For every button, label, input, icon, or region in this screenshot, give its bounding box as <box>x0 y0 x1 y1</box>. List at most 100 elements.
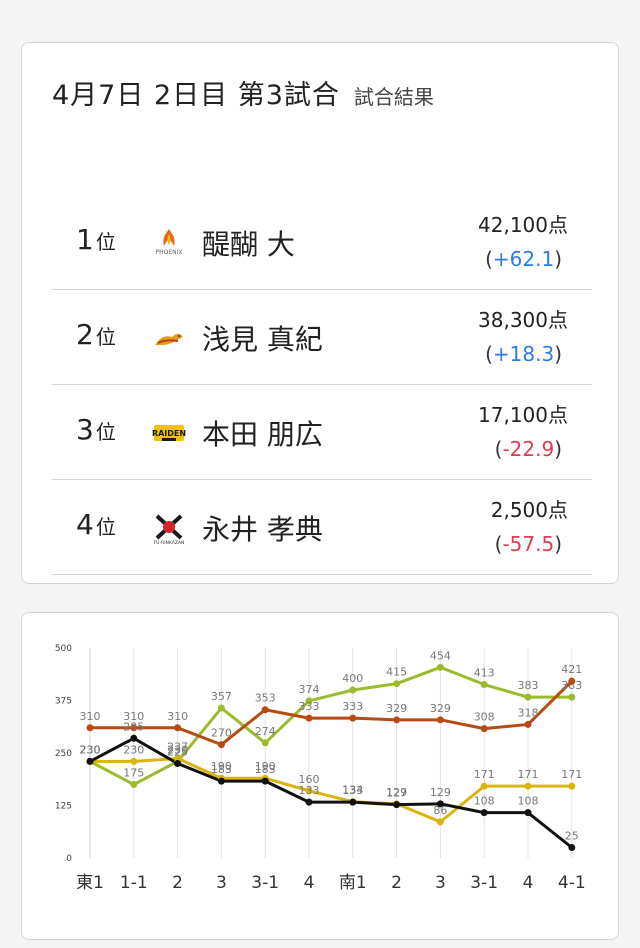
data-label: 415 <box>386 666 407 679</box>
data-point <box>393 801 401 809</box>
score-value: (+18.3) <box>485 342 562 366</box>
data-label: 133 <box>299 784 320 797</box>
x-tick-label: 2 <box>391 873 402 893</box>
data-point <box>130 757 138 765</box>
score-value: (-57.5) <box>494 532 562 556</box>
data-point <box>217 704 225 712</box>
series-line <box>89 736 573 849</box>
data-point <box>436 818 444 826</box>
series-line <box>90 680 573 747</box>
x-tick-label: 3 <box>435 873 446 893</box>
data-point <box>393 680 401 688</box>
data-point <box>436 800 444 808</box>
y-tick-label: 125 <box>55 802 72 812</box>
data-label: 274 <box>255 725 276 738</box>
match-title-text: 4月7日 2日目 第3試合 <box>52 80 340 111</box>
data-point <box>174 724 182 732</box>
x-tick-label: 4 <box>523 873 534 893</box>
x-tick-label: 4-1 <box>558 873 586 893</box>
data-label: 383 <box>561 679 582 692</box>
data-point <box>393 716 401 724</box>
data-point <box>436 663 444 671</box>
x-tick-label: 4 <box>304 873 315 893</box>
data-point <box>261 706 269 714</box>
final-points: 42,100点 <box>478 213 568 237</box>
x-tick-label: 2 <box>172 873 183 893</box>
data-label: 329 <box>430 702 451 715</box>
data-label: 333 <box>299 700 320 713</box>
data-label: 171 <box>474 768 495 781</box>
player-name: 永井 孝典 <box>202 513 323 546</box>
data-point <box>568 693 576 701</box>
svg-text:PHOENIX: PHOENIX <box>155 249 182 256</box>
data-point <box>305 714 313 722</box>
data-point <box>217 777 225 785</box>
data-label: 133 <box>342 784 363 797</box>
data-label: 190 <box>211 760 232 773</box>
data-label: 171 <box>561 768 582 781</box>
data-point <box>305 697 313 705</box>
y-tick-label: 0 <box>66 854 72 864</box>
data-label: 285 <box>123 720 144 733</box>
data-label: 237 <box>167 740 188 753</box>
y-tick-label: 500 <box>55 644 72 654</box>
data-label: 190 <box>255 760 276 773</box>
data-point <box>130 724 138 732</box>
data-point <box>349 798 357 806</box>
data-point <box>86 757 94 765</box>
x-tick-label: 3 <box>216 873 227 893</box>
data-label: 230 <box>80 743 101 756</box>
data-label: 421 <box>561 663 582 676</box>
data-label: 374 <box>299 683 320 696</box>
data-label: 127 <box>386 787 407 800</box>
data-point <box>130 781 138 788</box>
player-name: 醍醐 大 <box>202 228 295 261</box>
data-point <box>568 844 576 851</box>
data-point <box>174 754 182 762</box>
data-label: 171 <box>518 768 539 781</box>
x-tick-label: 3-1 <box>251 873 279 893</box>
raiden-logo-icon: RAIDEN <box>152 425 186 441</box>
x-tick-label: 1-1 <box>120 873 148 893</box>
data-label: 230 <box>80 743 101 756</box>
data-point <box>305 798 313 806</box>
data-label: 310 <box>123 710 144 723</box>
data-label: 318 <box>518 706 539 719</box>
data-label: 230 <box>80 743 101 756</box>
data-point <box>524 782 532 790</box>
data-label: 310 <box>80 710 101 723</box>
data-point <box>86 724 94 732</box>
data-label: 308 <box>474 711 495 724</box>
data-label: 454 <box>430 649 451 662</box>
data-point <box>524 720 532 728</box>
data-label: 357 <box>211 690 232 703</box>
data-label: 86 <box>433 804 447 817</box>
y-tick-label: 375 <box>55 697 72 707</box>
data-label: 183 <box>211 763 232 776</box>
data-label: 329 <box>386 702 407 715</box>
score-line-chart: 500 375 250 125 0 東1 1-1 2 3 3-1 4 南1 2 3 3-1 4 4-1 230 17… <box>55 644 586 893</box>
data-label: 108 <box>518 795 539 808</box>
data-point <box>480 681 488 689</box>
data-label: 129 <box>430 786 451 799</box>
data-point <box>261 739 269 747</box>
svg-text:FU-RINKAZAN: FU-RINKAZAN <box>154 540 185 545</box>
y-tick-label: 250 <box>55 749 72 759</box>
data-label: 175 <box>123 767 144 780</box>
data-point <box>305 787 313 795</box>
data-point <box>568 677 576 685</box>
data-point <box>349 686 357 694</box>
final-points: 38,300点 <box>478 308 568 332</box>
x-tick-label: 南1 <box>339 873 367 893</box>
data-label: 183 <box>255 763 276 776</box>
data-point <box>480 725 488 733</box>
data-label: 225 <box>167 746 188 759</box>
dragon-logo-icon <box>155 334 183 345</box>
data-label: 383 <box>518 679 539 692</box>
